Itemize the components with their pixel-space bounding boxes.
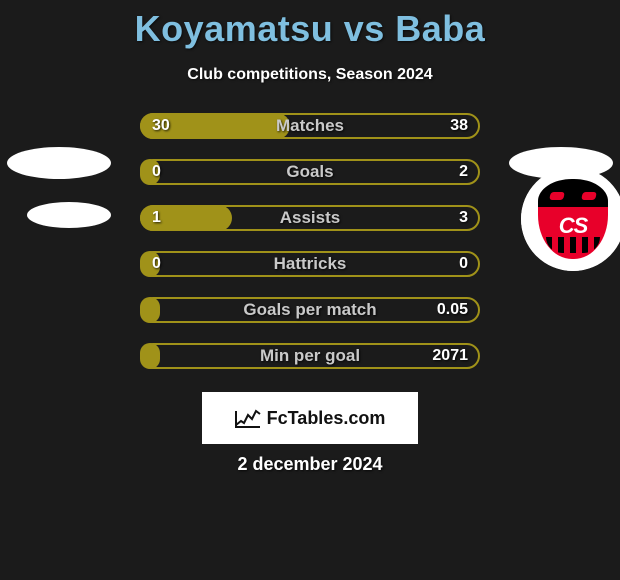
stat-label: Min per goal bbox=[140, 338, 480, 374]
subtitle: Club competitions, Season 2024 bbox=[0, 66, 620, 84]
stat-value-right: 0.05 bbox=[437, 292, 468, 328]
stat-row: Goals per match0.05 bbox=[0, 292, 620, 328]
stat-value-right: 2 bbox=[459, 154, 468, 190]
stat-row: 30Matches38 bbox=[0, 108, 620, 144]
stat-value-right: 3 bbox=[459, 200, 468, 236]
stat-row: 1Assists3 bbox=[0, 200, 620, 236]
stat-label: Hattricks bbox=[140, 246, 480, 282]
stat-row: Min per goal2071 bbox=[0, 338, 620, 374]
page-title: Koyamatsu vs Baba bbox=[0, 0, 620, 50]
stat-value-right: 2071 bbox=[432, 338, 468, 374]
datestamp: 2 december 2024 bbox=[0, 454, 620, 475]
stat-label: Goals per match bbox=[140, 292, 480, 328]
stat-label: Goals bbox=[140, 154, 480, 190]
stat-value-right: 0 bbox=[459, 246, 468, 282]
attribution-text: FcTables.com bbox=[267, 408, 386, 429]
stat-row: 0Hattricks0 bbox=[0, 246, 620, 282]
sparkline-icon bbox=[235, 408, 261, 428]
stat-value-right: 38 bbox=[450, 108, 468, 144]
stat-label: Assists bbox=[140, 200, 480, 236]
attribution-badge: FcTables.com bbox=[202, 392, 418, 444]
stats-chart: 30Matches380Goals21Assists30Hattricks0Go… bbox=[0, 108, 620, 384]
stat-row: 0Goals2 bbox=[0, 154, 620, 190]
stat-label: Matches bbox=[140, 108, 480, 144]
